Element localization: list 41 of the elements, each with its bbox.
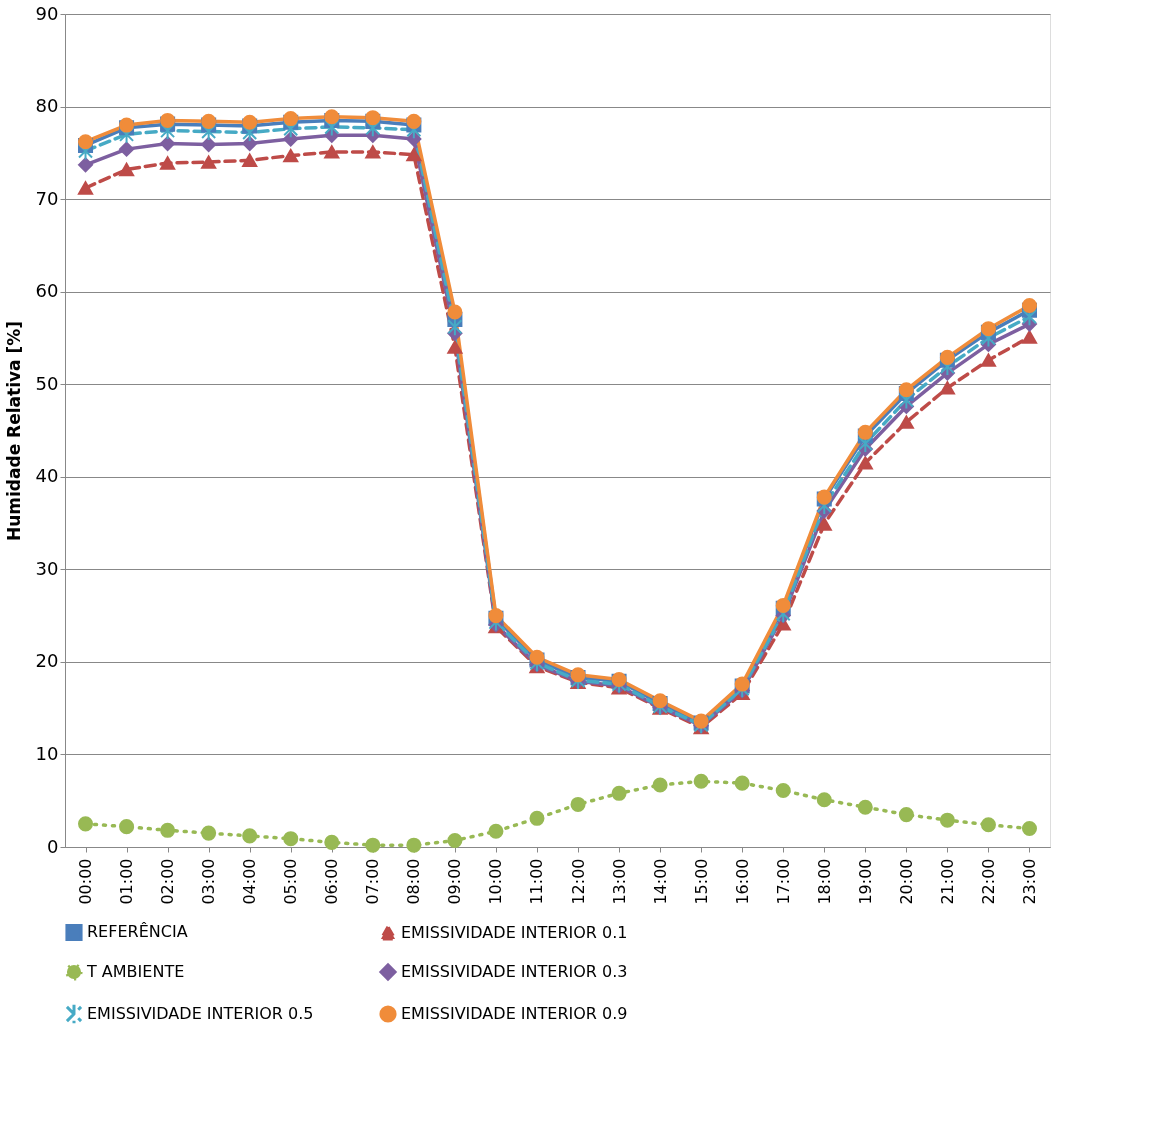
legend-label: EMISSIVIDADE INTERIOR 0.1 [401,922,628,942]
x-tick-label: 18:00 [814,858,834,905]
x-tick-label: 16:00 [732,858,752,905]
x-tick-label: 14:00 [650,858,670,905]
x-tick-label: 09:00 [445,858,465,905]
x-tick-label: 00:00 [76,858,96,905]
x-tick-label: 10:00 [486,858,506,905]
y-tick-label: 80 [35,95,59,117]
x-tick-label: 23:00 [1019,858,1039,905]
y-axis-title: Humidade Relativa [%] [3,320,24,542]
x-tick-label: 08:00 [404,858,424,905]
y-tick-label: 0 [47,835,59,857]
y-tick-label: 40 [35,465,59,487]
y-tick-label: 70 [35,187,59,209]
x-tick-label: 21:00 [937,858,957,905]
x-tick-label: 19:00 [855,858,875,905]
x-tick-label: 06:00 [322,858,342,905]
x-tick-label: 03:00 [199,858,219,905]
y-tick-label: 30 [35,557,59,579]
x-tick-label: 05:00 [281,858,301,905]
x-tick-label: 07:00 [363,858,383,905]
legend-label: EMISSIVIDADE INTERIOR 0.9 [401,1004,628,1023]
x-tick-label: 17:00 [773,858,793,905]
y-tick-label: 60 [35,280,59,302]
x-tick-label: 04:00 [240,858,260,905]
y-tick-label: 50 [35,372,59,394]
y-tick-label: 20 [35,650,59,672]
x-tick-label: 22:00 [978,858,998,905]
x-tick-label: 01:00 [117,858,137,905]
x-tick-label: 15:00 [691,858,711,905]
x-tick-label: 02:00 [158,858,178,905]
x-tick-label: 12:00 [568,858,588,905]
legend-label: REFERÊNCIA [87,922,188,942]
y-tick-label: 10 [35,742,59,764]
x-tick-label: 11:00 [527,858,547,905]
x-tick-label: 20:00 [896,858,916,905]
legend-label: EMISSIVIDADE INTERIOR 0.3 [401,962,628,981]
y-tick-label: 90 [35,2,59,24]
legend-label: T AMBIENTE [86,962,185,981]
legend-label: EMISSIVIDADE INTERIOR 0.5 [87,1004,314,1023]
x-tick-label: 13:00 [609,858,629,905]
